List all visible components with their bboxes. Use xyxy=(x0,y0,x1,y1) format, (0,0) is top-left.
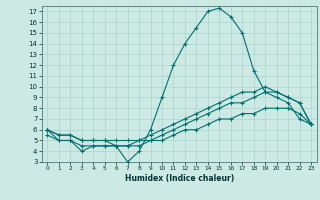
X-axis label: Humidex (Indice chaleur): Humidex (Indice chaleur) xyxy=(124,174,234,183)
